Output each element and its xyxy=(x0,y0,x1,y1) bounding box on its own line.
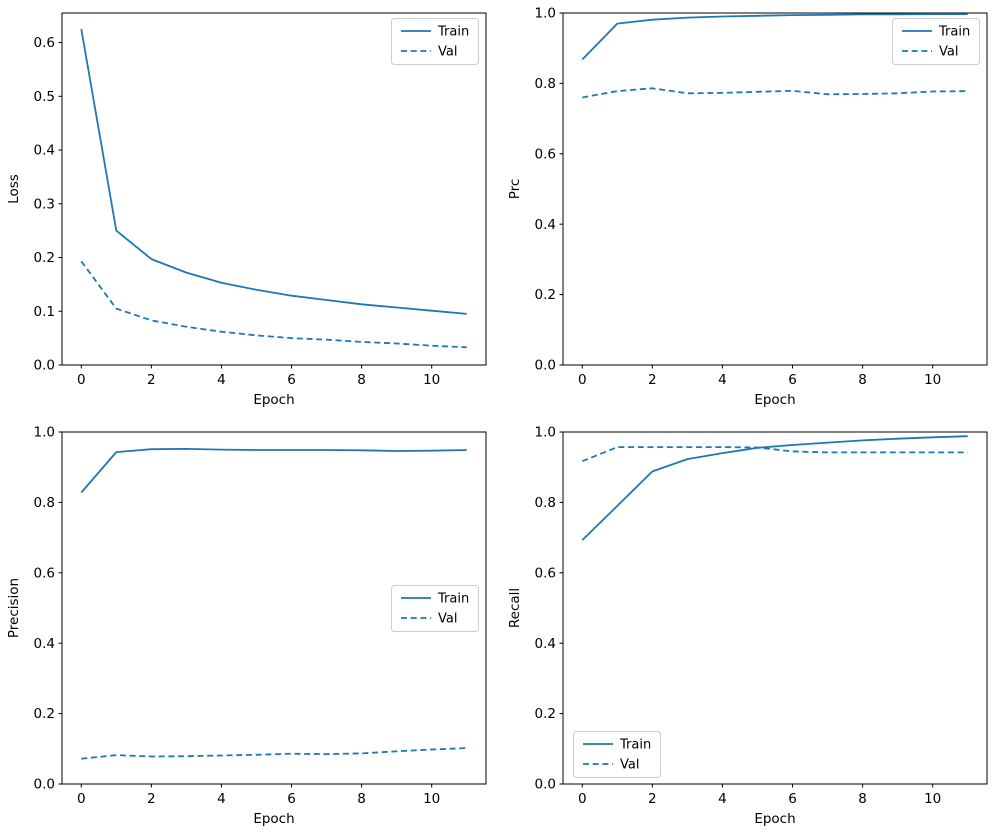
x-tick-label: 4 xyxy=(217,372,226,388)
train-line xyxy=(80,28,467,315)
legend-train-label: Train xyxy=(938,25,970,40)
legend: Train Val xyxy=(573,731,661,778)
y-tick-label: 0.4 xyxy=(535,636,556,652)
y-tick-label: 0.0 xyxy=(34,777,55,793)
x-tick-label: 6 xyxy=(287,791,296,807)
legend: Train Val xyxy=(391,18,479,65)
y-axis-label: Prc xyxy=(507,179,523,200)
loss-chart: 0 2 4 6 8 10 0.0 0.1 0.2 0.3 0.4 0.5 0.6 Epoch Loss Tra… xyxy=(6,12,487,408)
y-tick-label: 0.3 xyxy=(34,196,55,212)
panel-precision: 0 2 4 6 8 10 0.0 0.2 0.4 0.6 0.8 1.0 Epoch Precision T… xyxy=(0,419,500,838)
legend-box xyxy=(391,18,479,65)
y-tick-label: 0.2 xyxy=(34,706,55,722)
x-axis-label: Epoch xyxy=(253,392,294,408)
y-tick-label: 0.5 xyxy=(34,89,55,105)
x-tick-label: 0 xyxy=(77,372,86,388)
axes-frame xyxy=(61,431,487,785)
x-axis-label: Epoch xyxy=(754,392,795,408)
y-tick-label: 1.0 xyxy=(535,6,556,22)
y-tick-label: 0.4 xyxy=(34,143,55,159)
y-tick-label: 0.1 xyxy=(34,304,55,320)
recall-chart: 0 2 4 6 8 10 0.0 0.2 0.4 0.6 0.8 1.0 Epoch Recall Trai… xyxy=(507,425,988,827)
panel-loss: 0 2 4 6 8 10 0.0 0.1 0.2 0.3 0.4 0.5 0.6 Epoch Loss Tra… xyxy=(0,0,500,419)
x-tick-label: 8 xyxy=(357,372,366,388)
x-tick-label: 8 xyxy=(357,791,366,807)
y-tick-label: 0.4 xyxy=(535,217,556,233)
x-tick-label: 0 xyxy=(77,791,86,807)
x-tick-label: 10 xyxy=(423,791,440,807)
x-tick-label: 2 xyxy=(648,791,657,807)
train-line xyxy=(581,435,968,541)
legend: Train Val xyxy=(391,585,479,632)
legend-val-label: Val xyxy=(438,45,457,60)
x-tick-label: 6 xyxy=(287,372,296,388)
legend: Train Val xyxy=(892,18,980,65)
y-axis-label: Loss xyxy=(6,174,22,204)
y-tick-label: 0.2 xyxy=(535,706,556,722)
precision-chart: 0 2 4 6 8 10 0.0 0.2 0.4 0.6 0.8 1.0 Epoch Precision T… xyxy=(6,425,487,827)
legend-val-label: Val xyxy=(620,758,639,773)
axes-frame xyxy=(562,12,988,366)
y-tick-label: 0.6 xyxy=(34,35,55,51)
y-tick-label: 0.8 xyxy=(34,495,55,511)
y-axis-label: Recall xyxy=(507,588,523,628)
x-axis-label: Epoch xyxy=(754,811,795,827)
y-tick-label: 0.0 xyxy=(535,777,556,793)
y-tick-label: 0.2 xyxy=(535,287,556,303)
legend-val-label: Val xyxy=(438,612,457,627)
x-tick-label: 2 xyxy=(147,372,156,388)
axes-frame xyxy=(61,12,487,366)
legend-box xyxy=(391,585,479,632)
y-tick-label: 0.6 xyxy=(535,565,556,581)
y-tick-label: 1.0 xyxy=(535,425,556,441)
x-tick-label: 8 xyxy=(858,791,867,807)
y-tick-label: 0.4 xyxy=(34,636,55,652)
x-tick-label: 10 xyxy=(924,372,941,388)
legend-train-label: Train xyxy=(619,738,651,753)
axes-frame xyxy=(562,431,988,785)
x-tick-label: 4 xyxy=(718,791,727,807)
y-tick-label: 0.6 xyxy=(535,146,556,162)
y-tick-label: 0.0 xyxy=(34,358,55,374)
val-line xyxy=(581,446,968,463)
prc-chart: 0 2 4 6 8 10 0.0 0.2 0.4 0.6 0.8 1.0 Epoch Prc Train Va… xyxy=(507,6,988,408)
x-tick-label: 2 xyxy=(147,791,156,807)
legend-val-label: Val xyxy=(939,45,958,60)
y-tick-label: 0.6 xyxy=(34,565,55,581)
legend-train-label: Train xyxy=(437,592,469,607)
y-tick-label: 0.8 xyxy=(535,495,556,511)
x-tick-label: 10 xyxy=(924,791,941,807)
x-tick-label: 10 xyxy=(423,372,440,388)
x-tick-label: 4 xyxy=(718,372,727,388)
x-axis-label: Epoch xyxy=(253,811,294,827)
train-line xyxy=(80,448,467,494)
x-tick-label: 6 xyxy=(788,372,797,388)
val-line xyxy=(81,747,467,760)
y-tick-label: 0.0 xyxy=(535,358,556,374)
x-tick-label: 8 xyxy=(858,372,867,388)
legend-box xyxy=(892,18,980,65)
x-tick-label: 0 xyxy=(578,791,587,807)
legend-box xyxy=(573,731,661,778)
legend-train-label: Train xyxy=(437,25,469,40)
y-tick-label: 0.2 xyxy=(34,250,55,266)
val-line xyxy=(80,260,467,349)
train-line xyxy=(581,13,968,61)
y-tick-label: 0.8 xyxy=(535,76,556,92)
y-tick-label: 1.0 xyxy=(34,425,55,441)
x-tick-label: 4 xyxy=(217,791,226,807)
x-tick-label: 2 xyxy=(648,372,657,388)
panel-recall: 0 2 4 6 8 10 0.0 0.2 0.4 0.6 0.8 1.0 Epoch Recall Trai… xyxy=(501,419,1001,838)
val-line xyxy=(582,87,968,99)
panel-prc: 0 2 4 6 8 10 0.0 0.2 0.4 0.6 0.8 1.0 Epoch Prc Train Va… xyxy=(501,0,1001,419)
x-tick-label: 6 xyxy=(788,791,797,807)
y-axis-label: Precision xyxy=(6,578,22,638)
x-tick-label: 0 xyxy=(578,372,587,388)
